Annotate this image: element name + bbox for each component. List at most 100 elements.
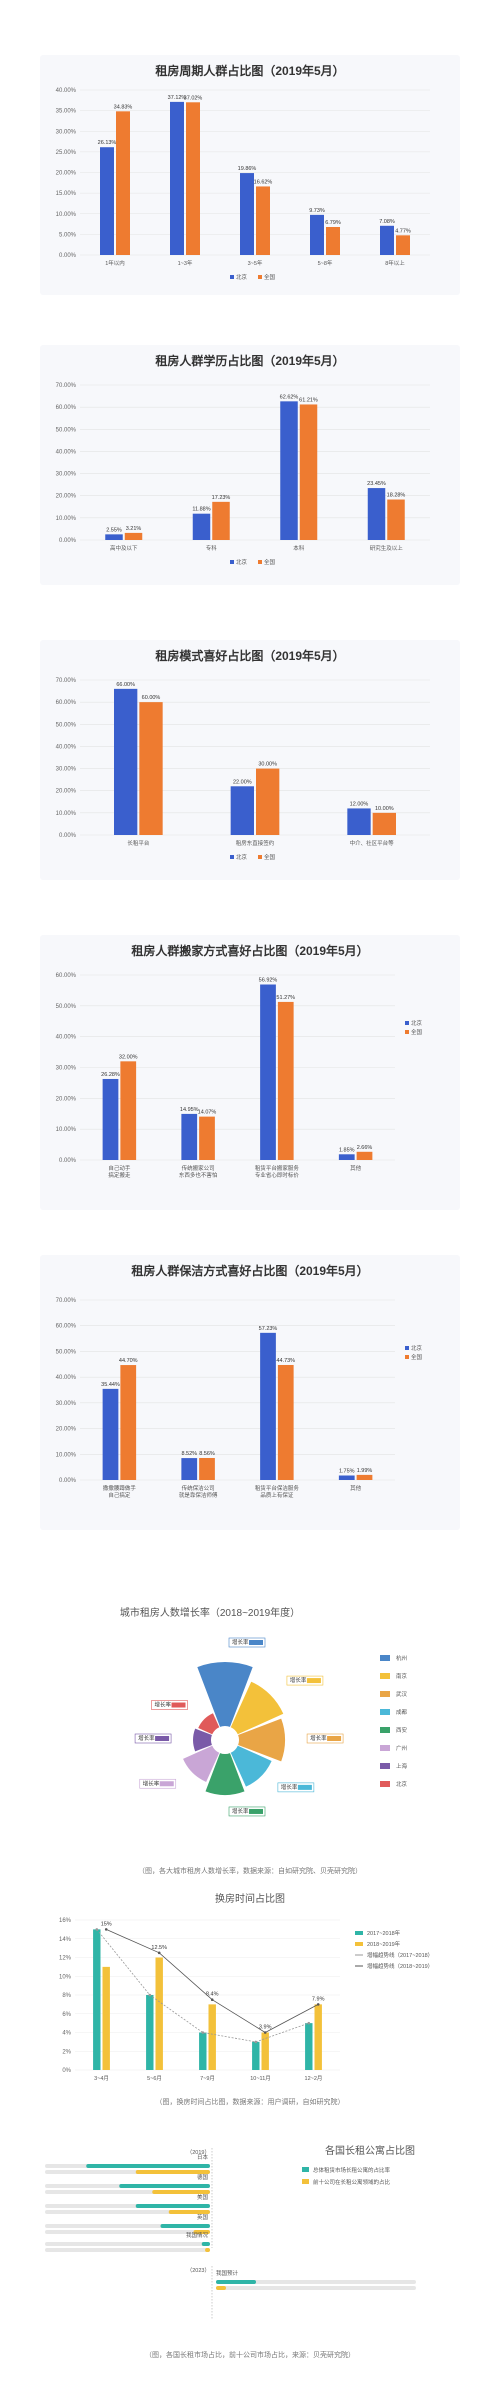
bar-national bbox=[120, 1365, 137, 1480]
rose-segment-杭州 bbox=[197, 1662, 253, 1727]
bar-national bbox=[186, 102, 200, 255]
legend-swatch bbox=[380, 1763, 390, 1769]
data-label: 3.21% bbox=[126, 526, 142, 532]
bar-0 bbox=[305, 2023, 313, 2070]
bar-national bbox=[326, 226, 340, 255]
y-tick-label: 20.00% bbox=[56, 789, 77, 795]
bar-beijing bbox=[347, 808, 371, 835]
y-tick-label: 70.00% bbox=[56, 678, 77, 684]
chart-move-time: 换房时间占比图 0% 2% 4% 6% 8% 10% 12% 14% 16% 3~4月 15% 5~6月… bbox=[59, 1892, 433, 2082]
y-tick-label: 0.00% bbox=[59, 538, 77, 544]
data-label: 2.55% bbox=[106, 527, 122, 533]
bar-1 bbox=[155, 1957, 163, 2070]
bar-beijing bbox=[260, 984, 276, 1160]
data-label: 16.62% bbox=[254, 179, 273, 185]
legend-swatch bbox=[230, 855, 234, 859]
y-tick-label: 10.00% bbox=[56, 1452, 77, 1458]
chart-title: 各国长租公寓占比图 bbox=[325, 2144, 415, 2157]
y-tick-label: 30.00% bbox=[56, 767, 77, 773]
callout-bar bbox=[327, 1736, 342, 1741]
bar-national bbox=[277, 1001, 294, 1160]
data-label: 15% bbox=[101, 1921, 112, 1927]
chart-moving: 租房人群搬家方式喜好占比图（2019年5月） 0.00% 10.00% 20.00% 3… bbox=[56, 943, 423, 1179]
y-tick-label: 40.00% bbox=[56, 449, 77, 455]
y-tick-label: 10.00% bbox=[56, 1127, 77, 1133]
data-label: 11.88% bbox=[192, 507, 210, 513]
note-long-rent: （图，各国长租市场占比，前十公司市场占比，来源：贝壳研究院） bbox=[145, 2352, 355, 2359]
trend-point bbox=[157, 1951, 161, 1955]
y-tick-label: 8% bbox=[62, 1993, 71, 1999]
legend-swatch bbox=[230, 560, 234, 564]
callout-label: 增长率 bbox=[232, 1807, 249, 1815]
legend-label: 增幅趋势线（2018~2019） bbox=[367, 1962, 433, 1970]
bar-beijing bbox=[114, 688, 138, 835]
legend-label: 杭州 bbox=[396, 1654, 407, 1662]
x-category-label: 本科 bbox=[293, 544, 305, 552]
bar-national bbox=[256, 768, 280, 835]
data-label: 60.00% bbox=[142, 695, 161, 701]
data-label: 1.85% bbox=[339, 1147, 355, 1153]
trend-point bbox=[201, 2031, 205, 2034]
bar-top10-share bbox=[216, 2286, 226, 2290]
legend-swatch bbox=[355, 1942, 363, 1946]
x-category-label: 10~11月 bbox=[250, 2075, 271, 2082]
callout-box bbox=[286, 1675, 324, 1686]
period-label: （2019） bbox=[187, 2149, 210, 2156]
legend-swatch bbox=[380, 1709, 390, 1715]
bar-national bbox=[212, 501, 230, 540]
chart-title: 换房时间占比图 bbox=[215, 1892, 285, 1905]
data-label: 34.83% bbox=[114, 104, 133, 110]
country-label: 我国情况 bbox=[186, 2231, 209, 2239]
note-city-growth: （图，各大城市租房人数增长率，数据来源：自如研究院、贝壳研究院） bbox=[138, 1868, 362, 1875]
data-label: 56.92% bbox=[259, 977, 278, 983]
y-tick-label: 60.00% bbox=[56, 1324, 77, 1330]
bar-beijing bbox=[192, 513, 211, 540]
data-label: 17.23% bbox=[212, 495, 231, 501]
data-label: 37.02% bbox=[184, 95, 203, 101]
bar-national bbox=[299, 404, 318, 540]
data-label: 19.86% bbox=[238, 166, 257, 172]
rose-segment-广州 bbox=[183, 1745, 220, 1782]
callout-label: 增长率 bbox=[310, 1734, 327, 1742]
bar-0 bbox=[199, 2032, 207, 2070]
track bbox=[216, 2280, 416, 2284]
callout-box bbox=[228, 1806, 266, 1817]
legend-label: 全国 bbox=[264, 273, 276, 281]
callout-box bbox=[134, 1733, 172, 1744]
bar-top10-share bbox=[193, 2230, 210, 2234]
legend-swatch bbox=[302, 2179, 309, 2184]
x-category-label: 长租平台 bbox=[127, 839, 150, 847]
trend-point bbox=[210, 1998, 214, 2001]
legend-label: 西安 bbox=[396, 1726, 408, 1734]
country-label: 美国 bbox=[197, 2193, 209, 2201]
data-label: 18.28% bbox=[387, 493, 406, 499]
legend-label: 北京 bbox=[411, 1019, 423, 1027]
y-tick-label: 40.00% bbox=[56, 744, 77, 750]
y-tick-label: 0% bbox=[62, 2068, 71, 2074]
data-label: 57.23% bbox=[259, 1326, 278, 1332]
bar-1 bbox=[208, 2004, 216, 2070]
data-label: 44.70% bbox=[119, 1358, 138, 1364]
rose-segment-上海 bbox=[193, 1728, 212, 1752]
data-label: 12.5% bbox=[151, 1945, 167, 1951]
data-label: 30.00% bbox=[258, 762, 277, 768]
data-label: 4.77% bbox=[395, 228, 411, 234]
y-tick-label: 60.00% bbox=[56, 405, 77, 411]
chart-title: 租房周期人群占比图（2019年5月） bbox=[155, 63, 344, 78]
callout-bar bbox=[297, 1784, 312, 1790]
x-category-label: 5~8年 bbox=[318, 259, 333, 267]
callout-label: 增长率 bbox=[281, 1783, 298, 1791]
legend-label: 增幅趋势线（2017~2018） bbox=[367, 1951, 433, 1959]
data-label: 14.07% bbox=[198, 1110, 217, 1116]
data-label: 62.62% bbox=[280, 394, 299, 400]
y-tick-label: 70.00% bbox=[56, 383, 77, 389]
bar-market-share bbox=[119, 2184, 210, 2188]
y-tick-label: 20.00% bbox=[56, 494, 77, 500]
x-category-label: 品质上有保证 bbox=[260, 1491, 294, 1499]
bar-beijing bbox=[170, 101, 184, 255]
callout-bar bbox=[249, 1808, 263, 1814]
trend-point bbox=[263, 2031, 267, 2034]
trend-point bbox=[148, 1993, 152, 1997]
data-label: 44.73% bbox=[276, 1358, 295, 1364]
